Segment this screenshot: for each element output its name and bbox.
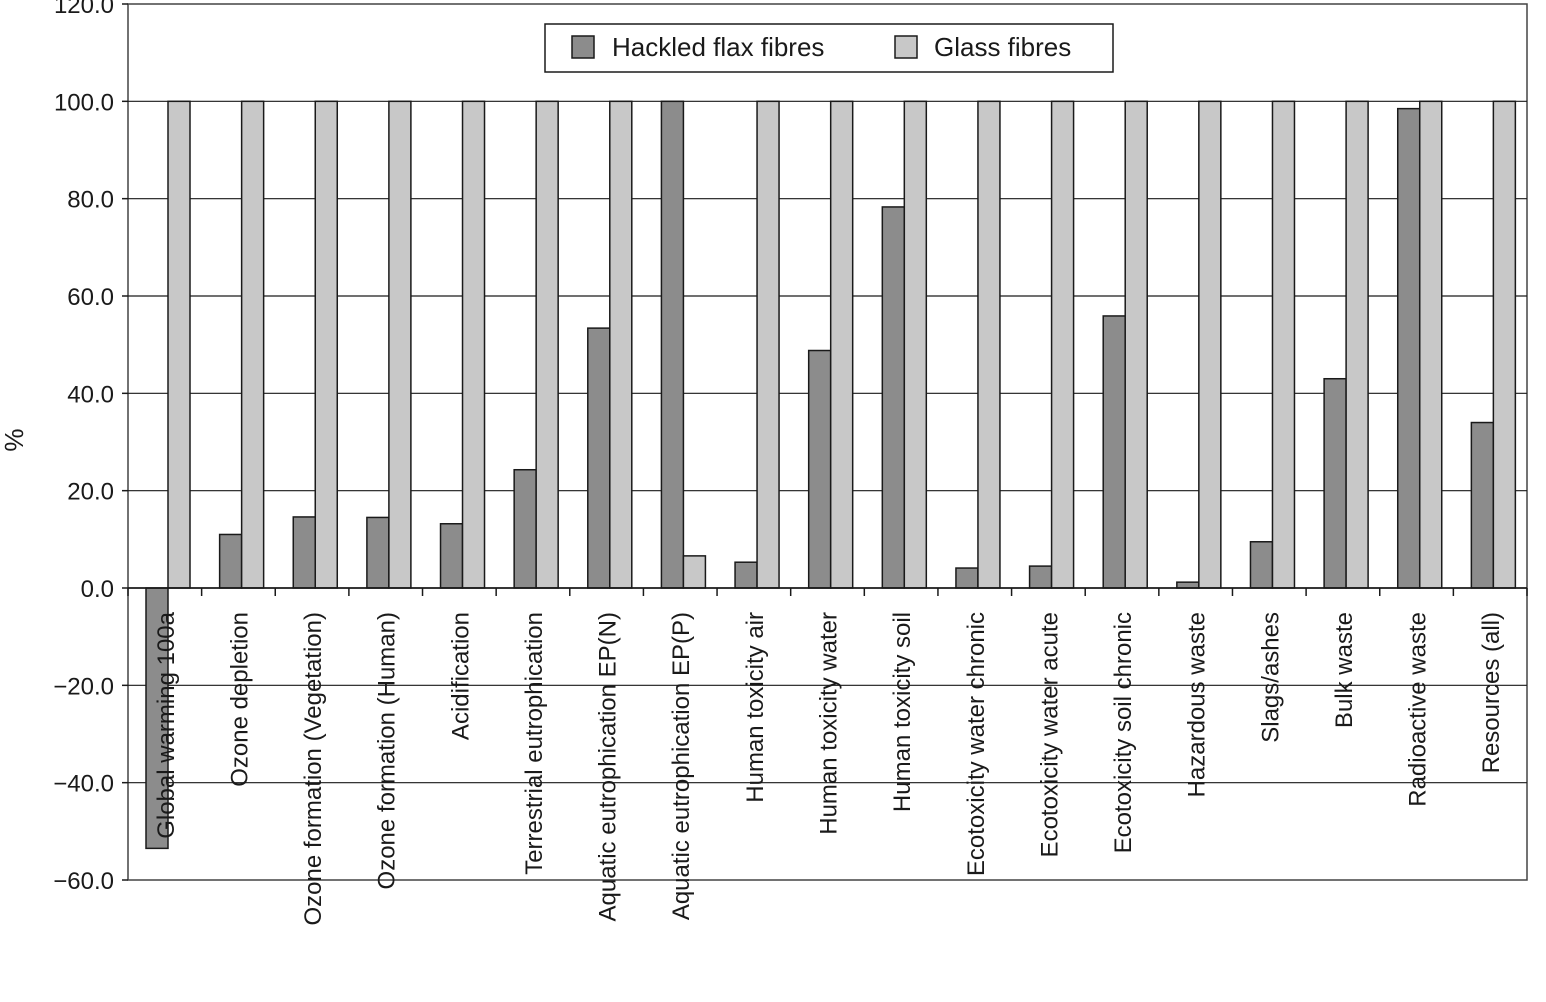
bar-hackled-flax (1102, 315, 1126, 589)
x-category-label: Human toxicity air (742, 612, 769, 803)
bar-hackled-flax (807, 349, 832, 589)
y-tick-label: −40.0 (53, 771, 114, 798)
y-tick-label: 100.0 (54, 89, 114, 116)
bar-glass-fibres (1050, 100, 1075, 589)
y-ticks: −60.0 −40.0 −20.0 0.0 20.0 40.0 60.0 80.0 100.0 1… (53, 0, 128, 895)
x-category-label: Ozone depletion (226, 612, 253, 787)
bar-hackled-flax (734, 561, 758, 589)
bar-hackled-flax (218, 533, 243, 589)
legend: Hackled flax fibres Glass fibres (544, 23, 1114, 73)
x-category-label: Aquatic eutrophication EP(P) (668, 612, 695, 920)
bar-glass-fibres (1492, 100, 1517, 589)
bar-glass-fibres (535, 100, 559, 589)
bar-glass-fibres (1345, 100, 1369, 589)
legend-label: Hackled flax fibres (612, 32, 824, 62)
bar-glass-fibres (756, 100, 780, 589)
bar-hackled-flax (955, 567, 979, 589)
y-tick-label: −20.0 (53, 673, 114, 700)
x-category-label: Ozone formation (Human) (374, 612, 401, 889)
y-tick-label: 80.0 (67, 187, 114, 214)
x-category-label: Ecotoxicity water acute (1036, 612, 1063, 857)
bar-hackled-flax (1396, 107, 1421, 589)
x-category-label: Hazardous waste (1184, 612, 1211, 797)
x-category-label: Human toxicity soil (889, 612, 916, 812)
x-category-label: Human toxicity water (816, 612, 843, 835)
bar-glass-fibres (167, 100, 191, 589)
bar-hackled-flax (1249, 541, 1274, 589)
bar-hackled-flax (439, 523, 464, 589)
x-category-label: Ozone formation (Vegetation) (300, 612, 327, 926)
bar-glass-fibres (1271, 100, 1296, 589)
x-category-label: Resources (all) (1478, 612, 1505, 773)
bar-glass-fibres (977, 100, 1001, 589)
x-category-label: Global warming 100a (153, 611, 180, 838)
legend-swatch (894, 35, 918, 59)
legend-box (544, 23, 1114, 73)
bar-glass-fibres (461, 100, 486, 589)
bar-glass-fibres (1198, 100, 1222, 589)
x-category-label: Aquatic eutrophication EP(N) (595, 612, 622, 922)
bar-glass-fibres (829, 100, 854, 589)
bar-hackled-flax (881, 206, 906, 589)
y-tick-label: 120.0 (54, 0, 114, 19)
axes (127, 587, 1528, 596)
y-axis-label: % (0, 428, 29, 451)
bar-hackled-flax (1028, 565, 1053, 589)
bar-glass-fibres (388, 100, 412, 589)
y-tick-label: 20.0 (67, 479, 114, 506)
bar-glass-fibres (1124, 100, 1148, 589)
legend-label: Glass fibres (934, 32, 1071, 62)
x-labels: Global warming 100a Ozone depletion Ozone … (153, 611, 1505, 925)
bar-hackled-flax (660, 100, 685, 589)
x-category-label: Ecotoxicity water chronic (963, 612, 990, 876)
bar-glass-fibres (1418, 100, 1443, 589)
x-category-label: Terrestrial eutrophication (521, 612, 548, 875)
bar-glass-fibres (240, 100, 265, 589)
x-category-label: Acidification (447, 612, 474, 740)
bar-glass-fibres (682, 555, 707, 589)
bar-hackled-flax (1323, 377, 1347, 589)
bar-hackled-flax (1470, 421, 1495, 589)
legend-swatch (571, 35, 595, 59)
bar-glass-fibres (314, 100, 339, 589)
x-category-label: Slags/ashes (1257, 612, 1284, 743)
bar-hackled-flax (513, 468, 537, 589)
bars (145, 100, 1517, 850)
x-category-label: Ecotoxicity soil chronic (1110, 612, 1137, 853)
bar-glass-fibres (903, 100, 928, 589)
y-tick-label: 0.0 (81, 576, 114, 603)
bar-hackled-flax (587, 327, 611, 589)
bar-hackled-flax (366, 516, 390, 589)
x-category-label: Radioactive waste (1405, 612, 1432, 807)
y-tick-label: 60.0 (67, 284, 114, 311)
y-tick-label: −60.0 (53, 868, 114, 895)
y-tick-label: 40.0 (67, 381, 114, 408)
bar-glass-fibres (609, 100, 633, 589)
x-category-label: Bulk waste (1331, 612, 1358, 728)
bar-hackled-flax (292, 516, 317, 589)
